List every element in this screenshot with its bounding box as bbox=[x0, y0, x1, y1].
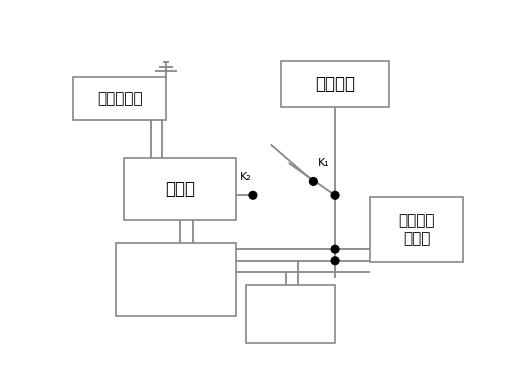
Text: K₁: K₁ bbox=[318, 158, 330, 168]
Bar bbox=[73, 77, 166, 120]
Circle shape bbox=[331, 245, 339, 253]
Circle shape bbox=[331, 257, 339, 265]
Circle shape bbox=[249, 191, 257, 199]
Bar bbox=[370, 197, 463, 262]
Circle shape bbox=[310, 178, 317, 185]
Bar bbox=[281, 61, 389, 107]
Text: 柴暖驻车
加热器: 柴暖驻车 加热器 bbox=[398, 213, 435, 246]
Circle shape bbox=[331, 191, 339, 199]
Bar bbox=[116, 243, 236, 316]
Text: K₂: K₂ bbox=[240, 172, 252, 182]
Text: 控制器: 控制器 bbox=[165, 180, 195, 198]
Text: 温度传感器: 温度传感器 bbox=[97, 91, 142, 106]
Bar bbox=[123, 158, 236, 220]
Bar bbox=[246, 286, 335, 343]
Text: 启动电瓶: 启动电瓶 bbox=[315, 75, 355, 93]
